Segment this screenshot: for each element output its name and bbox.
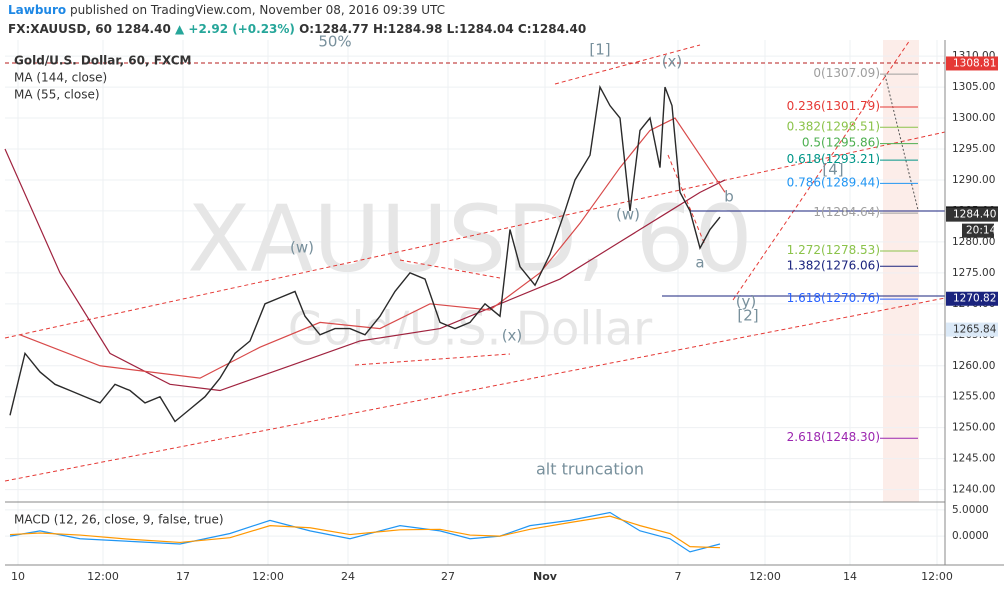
y-tick-label: 1275.00 (952, 267, 995, 279)
price-badge (946, 322, 998, 337)
quote-line: FX:XAUUSD, 60 1284.40 ▲ +2.92 (+0.23%) O… (8, 22, 586, 36)
x-tick-label: 10 (11, 570, 25, 583)
projection-line (732, 39, 911, 301)
x-tick-label: 17 (176, 570, 190, 583)
price-line (9, 511, 721, 553)
price-badge (946, 56, 998, 71)
fib-label: 0.5(1295.86) (802, 136, 880, 150)
x-tick-label: 12:00 (87, 570, 119, 583)
price-line (9, 84, 721, 423)
y-tick-label: 0.0000 (952, 530, 989, 542)
last: 1284.40 (116, 22, 171, 36)
channel-lower (4, 297, 946, 482)
price-badge-label: 1270.82 (953, 293, 996, 305)
low: L:1284.04 (447, 22, 514, 36)
wave-label: 50% (318, 33, 351, 51)
y-tick-label: 1305.00 (952, 81, 995, 93)
wave-label: (x) (662, 53, 683, 71)
watermark: XAUUSD, 60 (187, 185, 752, 292)
projection-arrow (884, 74, 919, 211)
x-tick-label: Nov (533, 570, 558, 583)
fib-label: 0(1307.09) (813, 66, 880, 80)
x-tick-label: 27 (441, 570, 455, 583)
wave-line (667, 154, 706, 246)
fib-label: 0.786(1289.44) (787, 175, 880, 189)
x-tick-label: 12:00 (749, 570, 781, 583)
wave-label: [1] (589, 41, 610, 59)
open: O:1284.77 (299, 22, 369, 36)
y-tick-label: 1255.00 (952, 391, 995, 403)
wave-label: a (695, 254, 704, 272)
fib-label: 0.618(1293.21) (787, 152, 880, 166)
author[interactable]: Lawburo (8, 3, 66, 17)
fib-label: 2.618(1248.30) (787, 430, 880, 444)
price-badge-label: 1308.81 (953, 57, 996, 69)
x-tick-label: 14 (843, 570, 857, 583)
published: published on TradingView.com, November 0… (70, 3, 445, 17)
y-tick-label: 1300.00 (952, 112, 995, 124)
fib-label: 1.618(1270.76) (787, 291, 880, 305)
y-tick-label: 1295.00 (952, 143, 995, 155)
legend-entry: MA (55, close) (14, 88, 100, 102)
fib-label: 0.382(1298.51) (787, 119, 880, 133)
wave-label: [4] (822, 161, 843, 179)
macd-title: MACD (12, 26, close, 9, false, true) (14, 513, 224, 527)
high: H:1284.98 (373, 22, 443, 36)
y-tick-label: 1260.00 (952, 360, 995, 372)
price-badge (946, 291, 998, 306)
x-tick-label: 12:00 (921, 570, 953, 583)
legend-entry: MA (144, close) (14, 71, 107, 85)
wave-label: (x) (502, 327, 523, 345)
y-tick-label: 1245.00 (952, 453, 995, 465)
wave-label: (w) (290, 239, 314, 257)
wave-label: b (724, 188, 734, 206)
triangle-upper (399, 259, 501, 279)
x-tick-label: 7 (675, 570, 682, 583)
price-line (9, 515, 721, 549)
symbol: FX:XAUUSD, 60 (8, 22, 112, 36)
price-badge-label: 1265.84 (953, 324, 997, 336)
channel-upper (4, 131, 946, 339)
fib-label: 1(1284.64) (813, 205, 880, 219)
moving-average (4, 148, 726, 392)
change: +2.92 (+0.23%) (188, 22, 295, 36)
up-arrow: ▲ (175, 22, 185, 36)
close: C:1284.40 (518, 22, 586, 36)
y-tick-label: 1290.00 (952, 174, 995, 186)
x-tick-label: 12:00 (252, 570, 284, 583)
header-line: Lawburo published on TradingView.com, No… (8, 3, 445, 17)
fib-label: 1.382(1276.06) (787, 258, 880, 272)
grid (5, 40, 945, 565)
wave-label: (w) (616, 206, 640, 224)
fib-label: 0.236(1301.79) (787, 99, 880, 113)
wave-label: [2] (737, 307, 758, 325)
wave-label: alt truncation (536, 460, 644, 479)
y-tick-label: 1250.00 (952, 422, 995, 434)
x-tick-label: 24 (341, 570, 355, 583)
y-tick-label: 5.0000 (952, 504, 989, 516)
fib-label: 1.272(1278.53) (787, 243, 880, 257)
plot: 0(1307.09) 0.236(1301.79) 0.382(1298.51) 0.… (4, 33, 918, 553)
projection-zone (883, 40, 919, 502)
y-tick-label: 1240.00 (952, 484, 995, 496)
axes: 1240.00 1245.00 1250.00 1255.00 1260.00 1265.… (11, 50, 998, 583)
trend-lines (4, 39, 946, 482)
legend-title: Gold/U.S. Dollar, 60, FXCM (14, 54, 192, 68)
moving-average (19, 117, 726, 379)
countdown: 20:14 (966, 225, 997, 237)
countdown-badge (962, 223, 994, 238)
price-badge-label: 1284.40 (953, 209, 996, 221)
y-tick-label: 1280.00 (952, 236, 995, 248)
triangle-lower (354, 353, 511, 366)
wave-label: (y) (736, 293, 757, 311)
price-badge (946, 207, 998, 222)
